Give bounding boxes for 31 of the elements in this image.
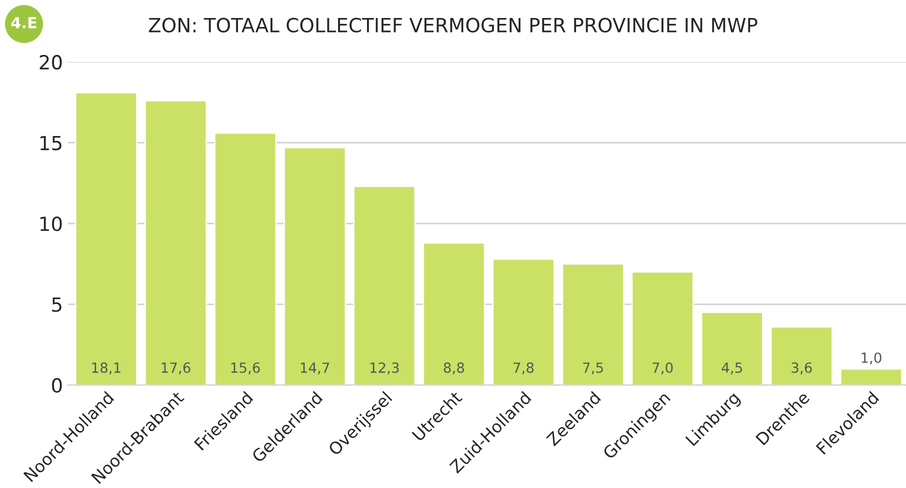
data-label: 1,0 (862, 352, 882, 364)
data-label: 8,8 (444, 362, 464, 374)
bar (770, 326, 833, 386)
data-label: 17,6 (162, 362, 190, 374)
bar (74, 92, 138, 386)
data-label: 7,5 (583, 362, 603, 374)
chart-title: ZON: TOTAAL COLLECTIEF VERMOGEN PER PROVINCIE IN MWP (148, 18, 758, 32)
y-tick-label: 15 (40, 136, 62, 150)
data-label: 12,3 (370, 362, 399, 374)
y-tick-label: 5 (52, 297, 62, 312)
bar (144, 100, 208, 386)
y-tick-label: 20 (40, 54, 62, 70)
bar (700, 312, 764, 386)
bar (284, 146, 346, 386)
text: 4.E (11, 17, 36, 28)
data-label: 7,0 (652, 362, 673, 374)
bar (422, 242, 486, 386)
data-label: 7,8 (514, 362, 534, 374)
bar (562, 263, 624, 386)
data-label: 18,1 (92, 362, 120, 374)
bar (492, 258, 555, 386)
bar (840, 368, 903, 386)
data-label: 4,5 (722, 362, 742, 374)
y-tick-label: 10 (40, 216, 62, 232)
bar (214, 132, 277, 386)
bar (353, 186, 416, 386)
data-label: 15,6 (231, 362, 260, 374)
data-label: 3,6 (792, 362, 812, 374)
bar (631, 271, 694, 386)
data-label: 14,7 (300, 362, 330, 374)
y-tick-label: 0 (52, 378, 62, 393)
